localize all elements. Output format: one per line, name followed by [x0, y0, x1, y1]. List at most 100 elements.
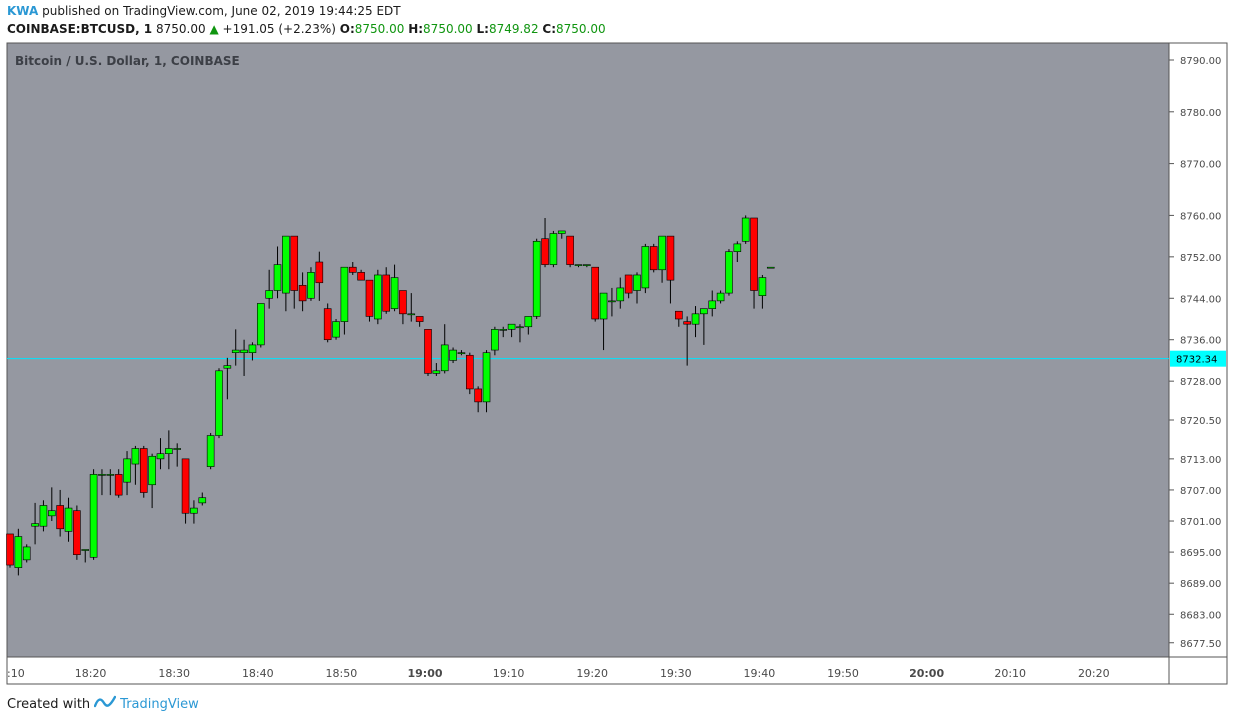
- candle-88[interactable]: [741, 215, 750, 244]
- candle-82[interactable]: [691, 306, 700, 338]
- candle-18[interactable]: [156, 438, 165, 470]
- candle-66[interactable]: [557, 230, 566, 239]
- candle-22[interactable]: [190, 500, 198, 524]
- candle-76[interactable]: [641, 243, 650, 294]
- candle-77[interactable]: [649, 243, 658, 273]
- candle-16[interactable]: [139, 445, 148, 498]
- candle-62[interactable]: [524, 316, 533, 335]
- candle-83[interactable]: [700, 308, 708, 345]
- candle-17[interactable]: [148, 453, 156, 509]
- tradingview-logo-icon[interactable]: [93, 695, 117, 713]
- candle-70[interactable]: [591, 266, 600, 322]
- candle-12[interactable]: [106, 469, 115, 496]
- candle-68[interactable]: [574, 264, 583, 268]
- candle-23[interactable]: [198, 492, 207, 506]
- candle-9[interactable]: [81, 549, 90, 563]
- candle-35[interactable]: [298, 272, 307, 312]
- candle-86[interactable]: [725, 249, 733, 296]
- candle-74[interactable]: [624, 274, 633, 299]
- candle-51[interactable]: [432, 363, 441, 376]
- candle-4[interactable]: [39, 500, 48, 532]
- candle-67[interactable]: [566, 235, 574, 268]
- candle-43[interactable]: [365, 279, 374, 322]
- candle-31[interactable]: [265, 269, 273, 309]
- candle-42[interactable]: [357, 269, 365, 281]
- candle-40[interactable]: [340, 266, 349, 335]
- author-name[interactable]: KWA: [7, 4, 39, 18]
- candle-63[interactable]: [532, 238, 541, 319]
- candle-25[interactable]: [215, 368, 223, 439]
- candle-49[interactable]: [415, 316, 424, 327]
- candle-32[interactable]: [273, 246, 282, 299]
- candle-41[interactable]: [348, 262, 357, 275]
- time-axis[interactable]: [7, 657, 1169, 684]
- candle-87[interactable]: [733, 241, 742, 263]
- candle-5[interactable]: [47, 487, 56, 522]
- candle-47[interactable]: [399, 290, 407, 325]
- candle-6[interactable]: [56, 489, 64, 537]
- candle-69[interactable]: [583, 264, 591, 268]
- candle-59[interactable]: [499, 326, 508, 338]
- candle-46[interactable]: [390, 264, 399, 312]
- plot-area[interactable]: [7, 43, 1169, 657]
- candle-13[interactable]: [114, 469, 123, 498]
- candle-55[interactable]: [465, 352, 474, 395]
- candle-3[interactable]: [31, 502, 39, 545]
- candle-71[interactable]: [599, 292, 608, 351]
- candle-30[interactable]: [256, 303, 265, 348]
- candle-20[interactable]: [173, 443, 181, 467]
- candle-89[interactable]: [750, 217, 758, 309]
- candle-7[interactable]: [64, 497, 73, 542]
- candle-56[interactable]: [474, 386, 482, 413]
- candle-73[interactable]: [616, 277, 625, 309]
- candle-26[interactable]: [223, 357, 232, 400]
- candle-64[interactable]: [541, 217, 549, 268]
- candle-91[interactable]: [766, 266, 775, 269]
- candle-37[interactable]: [315, 251, 324, 301]
- candle-60[interactable]: [507, 323, 516, 338]
- candle-53[interactable]: [449, 347, 457, 364]
- candle-57[interactable]: [482, 350, 491, 413]
- candle-72[interactable]: [608, 287, 616, 317]
- candle-14[interactable]: [123, 451, 131, 496]
- price-axis[interactable]: [1169, 43, 1227, 657]
- candle-36[interactable]: [307, 267, 315, 301]
- candle-81[interactable]: [683, 316, 691, 366]
- candle-33[interactable]: [282, 235, 290, 312]
- candle-19[interactable]: [165, 430, 173, 470]
- candle-90[interactable]: [758, 274, 767, 309]
- candle-84[interactable]: [708, 290, 717, 317]
- tradingview-brand[interactable]: TradingView: [120, 696, 199, 712]
- candle-8[interactable]: [73, 505, 81, 560]
- candle-24[interactable]: [206, 432, 215, 470]
- candle-45[interactable]: [382, 267, 391, 314]
- candle-39[interactable]: [332, 319, 340, 340]
- candle-58[interactable]: [491, 326, 499, 356]
- candle-0[interactable]: [6, 533, 14, 568]
- candle-48[interactable]: [407, 293, 416, 322]
- candle-2[interactable]: [22, 544, 31, 563]
- candle-50[interactable]: [424, 329, 432, 376]
- candle-52[interactable]: [440, 324, 449, 374]
- candle-10[interactable]: [89, 469, 98, 560]
- candle-34[interactable]: [290, 235, 299, 309]
- candle-28[interactable]: [240, 339, 248, 376]
- candle-61[interactable]: [516, 324, 524, 343]
- candle-15[interactable]: [131, 445, 140, 485]
- candle-80[interactable]: [674, 310, 683, 327]
- candle-11[interactable]: [98, 469, 106, 496]
- candle-21[interactable]: [181, 458, 190, 524]
- candle-29[interactable]: [248, 342, 257, 361]
- candle-65[interactable]: [549, 230, 558, 268]
- candle-78[interactable]: [658, 235, 666, 283]
- candle-85[interactable]: [716, 290, 725, 304]
- candle-54[interactable]: [457, 350, 466, 356]
- candle-79[interactable]: [666, 235, 675, 304]
- candle-1[interactable]: [14, 528, 23, 576]
- candle-75[interactable]: [633, 272, 641, 304]
- candle-44[interactable]: [374, 269, 382, 325]
- candle-38[interactable]: [323, 303, 332, 343]
- candle-27[interactable]: [231, 329, 240, 366]
- y-tick-label-1: 8780.00: [1180, 108, 1221, 119]
